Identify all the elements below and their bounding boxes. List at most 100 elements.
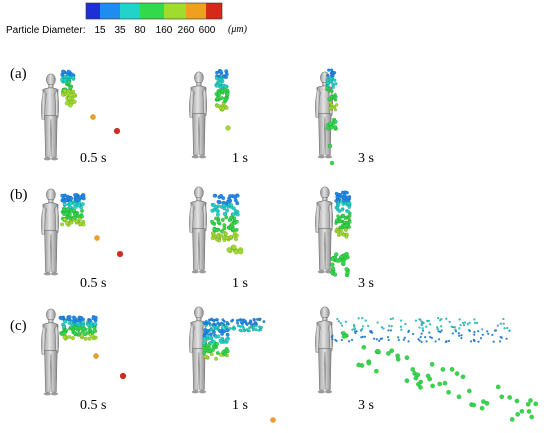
- particle: [69, 196, 74, 201]
- particle: [414, 319, 418, 322]
- particle: [404, 322, 407, 326]
- particle: [232, 233, 237, 238]
- particle: [224, 337, 229, 342]
- particle: [327, 143, 333, 149]
- particle: [215, 342, 220, 346]
- particle: [446, 389, 451, 395]
- particle: [206, 328, 211, 333]
- particle: [479, 337, 483, 340]
- particle: [337, 258, 342, 263]
- particle: [224, 69, 229, 74]
- particle: [211, 330, 216, 334]
- particle: [475, 321, 479, 325]
- legend-title: Particle Diameter:: [6, 25, 86, 36]
- particle: [325, 86, 329, 90]
- legend-tick: 160: [155, 25, 173, 36]
- legend-tick: 600: [198, 25, 216, 36]
- particle: [506, 326, 509, 330]
- particle: [234, 219, 239, 224]
- particle: [466, 388, 472, 394]
- particle: [215, 317, 219, 321]
- particle: [327, 97, 331, 101]
- particle: [202, 321, 206, 325]
- particle: [439, 330, 442, 334]
- particle: [440, 317, 443, 321]
- particle: [67, 95, 73, 101]
- particle: [225, 332, 230, 337]
- particle: [220, 96, 224, 101]
- particle: [232, 327, 236, 331]
- particle: [215, 208, 220, 213]
- particle: [338, 225, 343, 230]
- particle: [217, 91, 222, 96]
- particle: [353, 327, 356, 330]
- time-label: 1 s: [232, 151, 248, 166]
- particle: [525, 401, 531, 407]
- particle: [397, 336, 400, 339]
- particle: [437, 381, 443, 387]
- particle: [326, 74, 330, 78]
- particle: [221, 196, 226, 201]
- particle: [225, 92, 230, 97]
- particle: [76, 203, 81, 208]
- particle: [67, 335, 72, 339]
- particle: [87, 326, 92, 331]
- particle: [93, 353, 99, 359]
- particle: [218, 69, 223, 74]
- human-figure: [40, 73, 60, 161]
- particle: [116, 250, 124, 258]
- particle: [403, 336, 406, 339]
- particle: [334, 191, 339, 196]
- particle: [332, 272, 338, 277]
- particle: [72, 208, 77, 213]
- particle: [208, 323, 212, 327]
- particle: [448, 320, 451, 324]
- particle: [337, 195, 342, 199]
- particle: [421, 327, 424, 330]
- legend-tick: 80: [134, 25, 146, 36]
- particle: [68, 102, 73, 108]
- particle: [460, 336, 463, 340]
- particle: [61, 92, 66, 97]
- particle: [214, 356, 219, 361]
- particle: [341, 261, 346, 266]
- particle: [361, 316, 364, 320]
- particle: [418, 326, 421, 329]
- particle: [222, 211, 227, 216]
- legend-tick: 35: [114, 25, 126, 36]
- time-label: 3 s: [358, 151, 374, 166]
- particle: [425, 325, 428, 328]
- particle: [67, 80, 71, 85]
- particle: [231, 227, 235, 231]
- particle: [253, 321, 257, 325]
- particle: [224, 215, 229, 220]
- particle: [411, 332, 415, 336]
- particle: [225, 320, 229, 324]
- particle: [337, 320, 340, 323]
- particle: [427, 319, 430, 323]
- particle: [332, 71, 337, 75]
- time-label: 3 s: [358, 276, 374, 291]
- particle: [340, 324, 344, 327]
- particle: [360, 327, 364, 331]
- particle: [87, 318, 92, 323]
- particle: [457, 332, 460, 335]
- particle: [473, 321, 477, 324]
- particle: [404, 355, 410, 361]
- particle: [445, 317, 448, 320]
- particle: [336, 214, 340, 218]
- particle: [74, 219, 79, 224]
- particle: [67, 315, 72, 319]
- particle: [375, 338, 378, 341]
- particle: [72, 201, 77, 206]
- particle: [339, 199, 343, 204]
- particle: [215, 76, 219, 81]
- particle: [491, 333, 494, 337]
- particle: [492, 340, 495, 343]
- particle: [502, 322, 505, 325]
- particle: [220, 89, 225, 94]
- particle: [461, 321, 465, 325]
- particle: [215, 96, 220, 101]
- colorbar-seg-5: [186, 3, 206, 19]
- particle: [430, 336, 434, 340]
